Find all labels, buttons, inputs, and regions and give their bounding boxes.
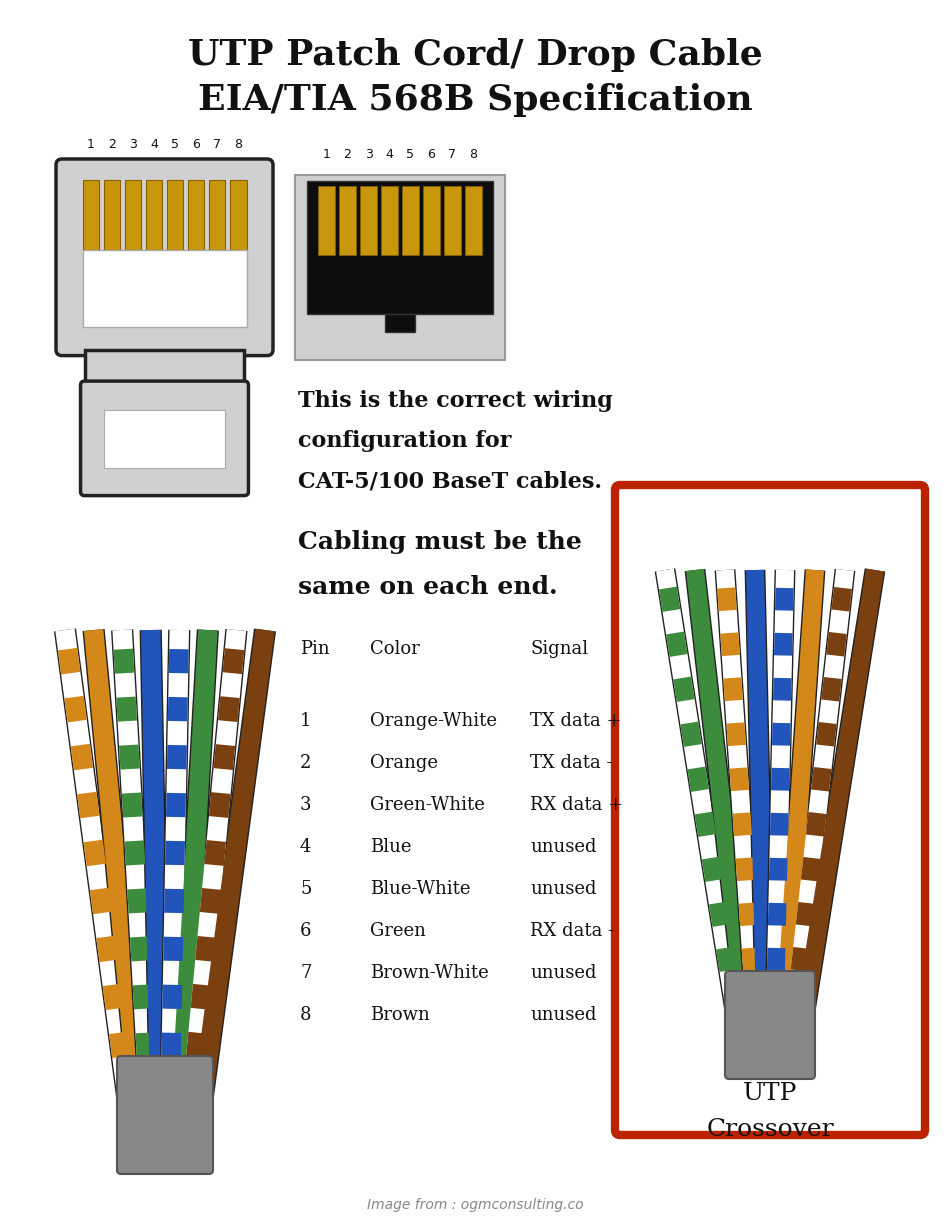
Text: 7: 7 — [213, 138, 221, 151]
Text: CAT-5/100 BaseT cables.: CAT-5/100 BaseT cables. — [298, 470, 602, 492]
Bar — [423, 186, 440, 255]
Text: 1: 1 — [300, 712, 312, 729]
Text: 6: 6 — [428, 148, 435, 161]
Text: 4: 4 — [386, 148, 393, 161]
Text: 7: 7 — [300, 964, 312, 982]
Bar — [307, 181, 493, 314]
Text: configuration for: configuration for — [298, 430, 511, 451]
Bar — [295, 175, 505, 360]
Bar — [146, 180, 162, 250]
Text: EIA/TIA 568B Specification: EIA/TIA 568B Specification — [198, 82, 752, 117]
Text: 2: 2 — [107, 138, 116, 151]
Bar — [124, 180, 141, 250]
Bar — [444, 186, 461, 255]
Bar — [85, 349, 244, 385]
Text: Crossover: Crossover — [706, 1118, 834, 1141]
Text: unused: unused — [530, 1006, 597, 1025]
Bar — [402, 186, 419, 255]
Text: Image from : ogmconsulting.co: Image from : ogmconsulting.co — [367, 1198, 583, 1212]
Text: 5: 5 — [300, 879, 312, 898]
Text: 8: 8 — [300, 1006, 312, 1025]
Text: 5: 5 — [171, 138, 179, 151]
Text: Color: Color — [370, 640, 420, 658]
Text: 5: 5 — [407, 148, 414, 161]
Text: 8: 8 — [469, 148, 478, 161]
Text: 6: 6 — [192, 138, 200, 151]
Text: 6: 6 — [300, 922, 312, 940]
Text: 2: 2 — [300, 754, 312, 772]
Text: Blue-White: Blue-White — [370, 879, 470, 898]
Bar — [230, 180, 246, 250]
Bar — [104, 180, 120, 250]
Text: 4: 4 — [300, 838, 312, 856]
Text: UTP Patch Cord/ Drop Cable: UTP Patch Cord/ Drop Cable — [188, 38, 762, 73]
FancyBboxPatch shape — [117, 1057, 213, 1173]
FancyBboxPatch shape — [81, 381, 249, 496]
Text: Orange: Orange — [370, 754, 438, 772]
Text: This is the correct wiring: This is the correct wiring — [298, 390, 613, 412]
Bar — [318, 186, 335, 255]
Text: RX data -: RX data - — [530, 922, 614, 940]
Text: TX data +: TX data + — [530, 712, 621, 729]
Text: Cabling must be the: Cabling must be the — [298, 530, 581, 554]
Text: same on each end.: same on each end. — [298, 574, 558, 599]
Bar — [360, 186, 377, 255]
Bar — [209, 180, 225, 250]
Text: 4: 4 — [150, 138, 158, 151]
Bar — [381, 186, 398, 255]
FancyBboxPatch shape — [725, 970, 815, 1079]
Bar — [83, 250, 246, 327]
Bar — [385, 314, 415, 332]
Text: Signal: Signal — [530, 640, 588, 658]
Text: Green-White: Green-White — [370, 796, 484, 814]
Bar — [339, 186, 356, 255]
Text: UTP: UTP — [743, 1082, 797, 1105]
Text: Brown: Brown — [370, 1006, 429, 1025]
Text: Brown-White: Brown-White — [370, 964, 488, 982]
Text: 2: 2 — [344, 148, 352, 161]
Text: Pin: Pin — [300, 640, 330, 658]
Text: TX data -: TX data - — [530, 754, 613, 772]
Text: unused: unused — [530, 879, 597, 898]
FancyBboxPatch shape — [56, 159, 273, 355]
Text: unused: unused — [530, 964, 597, 982]
Text: 8: 8 — [235, 138, 242, 151]
Text: 3: 3 — [365, 148, 372, 161]
FancyBboxPatch shape — [615, 485, 925, 1135]
Text: 3: 3 — [300, 796, 312, 814]
Text: 3: 3 — [129, 138, 137, 151]
Bar — [167, 180, 183, 250]
Text: 1: 1 — [323, 148, 331, 161]
Text: 7: 7 — [448, 148, 456, 161]
Bar — [83, 180, 99, 250]
Bar — [466, 186, 482, 255]
Text: Green: Green — [370, 922, 426, 940]
Text: RX data +: RX data + — [530, 796, 623, 814]
Text: 1: 1 — [86, 138, 95, 151]
Text: Blue: Blue — [370, 838, 411, 856]
Bar — [188, 180, 204, 250]
Text: Orange-White: Orange-White — [370, 712, 497, 729]
Bar — [104, 410, 225, 469]
Text: unused: unused — [530, 838, 597, 856]
